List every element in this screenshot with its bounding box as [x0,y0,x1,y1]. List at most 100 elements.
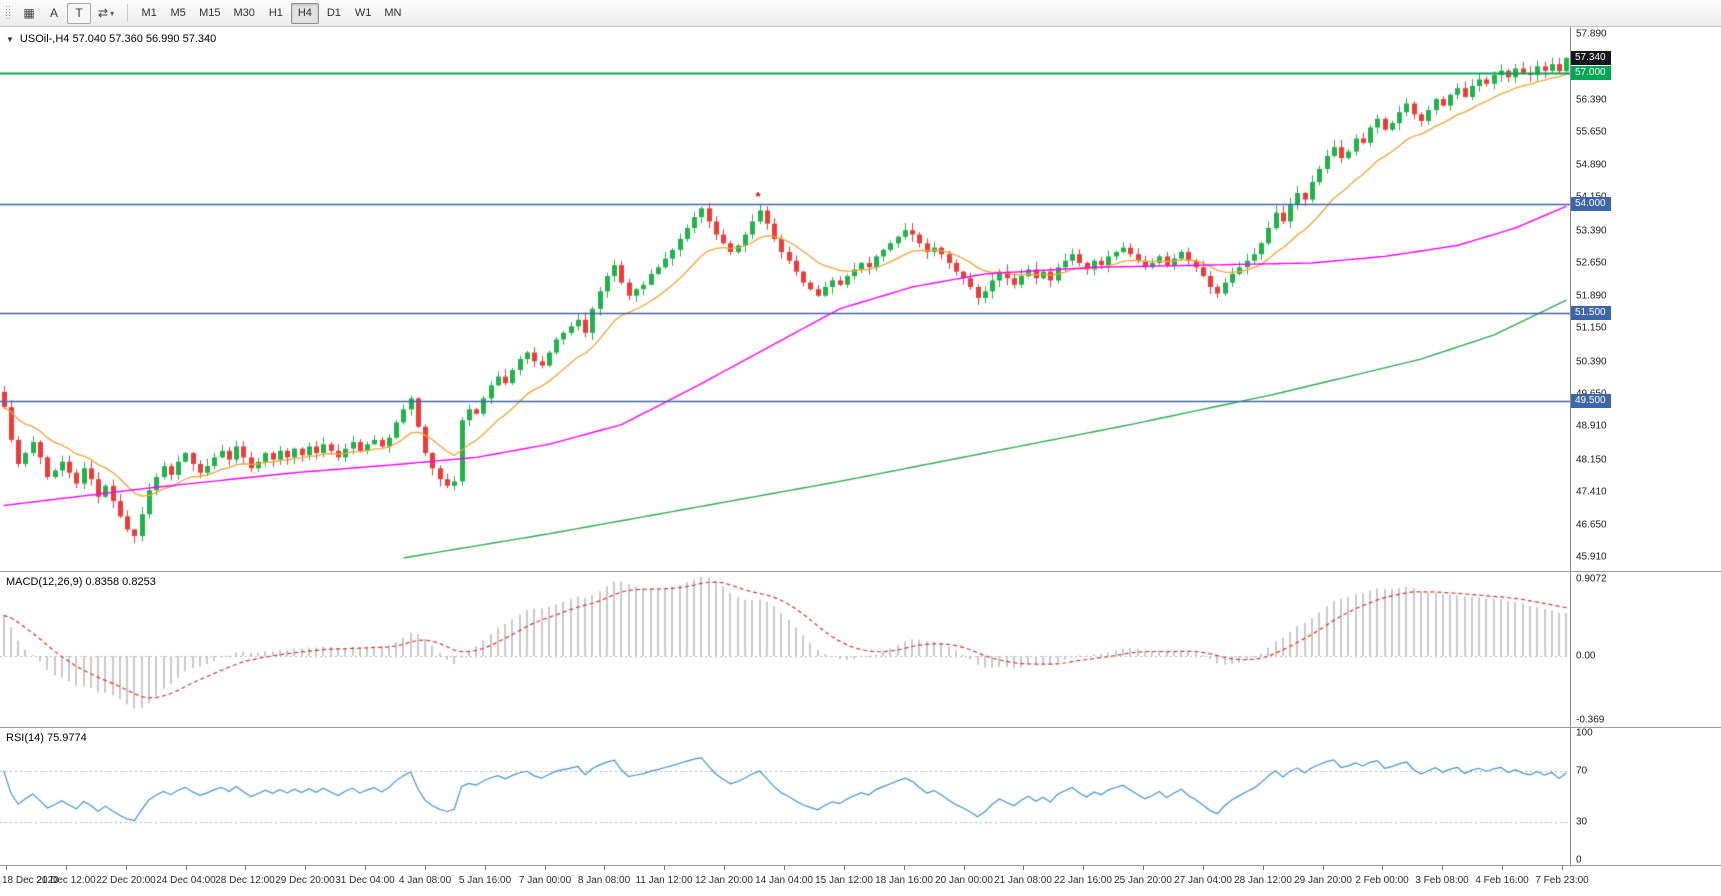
time-axis-tick [245,866,246,870]
time-axis-tick [1382,866,1383,870]
timeframe-button-d1[interactable]: D1 [320,3,348,24]
macd-plot: MACD(12,26,9) 0.8358 0.8253 [0,572,1570,727]
level-price-tag-51500: 51.500 [1571,306,1611,321]
rsi-axis-label: 70 [1576,765,1588,777]
time-axis-tick [1023,866,1024,870]
time-axis-label: 15 Jan 12:00 [815,875,873,886]
timeframe-button-m1[interactable]: M1 [135,3,163,24]
time-axis-label: 25 Jan 20:00 [1114,875,1172,886]
price-axis-label: 51.150 [1576,322,1607,334]
time-axis-tick [1083,866,1084,870]
price-axis-label: 47.410 [1576,486,1607,498]
time-axis-tick [1442,866,1443,870]
time-axis-label: 7 Feb 23:00 [1535,875,1589,886]
rsi-axis-label: 100 [1576,727,1593,739]
chart-toolbar: ▦ A T ⇄ ▾ M1 M5 M15 M30 H1 H4 D1 W1 MN [0,0,1721,27]
macd-canvas[interactable] [0,572,1570,727]
price-axis-label: 45.910 [1576,551,1607,563]
time-axis-tick [784,866,785,870]
time-axis[interactable]: 18 Dec 2020 21 Dec 12:00 22 Dec 20:00 24 De… [0,866,1721,896]
price-axis-label: 50.390 [1576,356,1607,368]
timeframe-button-m15[interactable]: M15 [193,3,226,24]
current-price-tag: 57.340 [1571,51,1611,66]
time-axis-label: 29 Jan 20:00 [1294,875,1352,886]
timeframe-button-group: M1 M5 M15 M30 H1 H4 D1 W1 MN [135,2,407,24]
time-axis-tick [545,866,546,870]
macd-title: MACD(12,26,9) 0.8358 0.8253 [6,576,156,588]
time-axis-label: 11 Jan 12:00 [635,875,693,886]
time-axis-labels: 18 Dec 2020 21 Dec 12:00 22 Dec 20:00 24 De… [0,866,1589,896]
time-axis-tick [724,866,725,870]
rsi-plot: RSI(14) 75.9774 [0,728,1570,865]
price-axis-label: 53.390 [1576,225,1607,237]
macd-axis-label: 0.9072 [1576,573,1607,585]
time-axis-tick [1323,866,1324,870]
timeframe-button-m5[interactable]: M5 [164,3,192,24]
price-axis-label: 55.650 [1576,126,1607,138]
rsi-axis[interactable]: 100 70 30 0 [1570,727,1721,866]
time-axis-tick [1203,866,1204,870]
macd-axis-label: -0.369 [1576,714,1605,726]
time-axis-label: 4 Feb 16:00 [1475,875,1529,886]
text-tool-button[interactable]: T [67,2,91,24]
chart-shift-button-icon: ⇄ [98,6,109,20]
time-axis-tick [1502,866,1503,870]
time-axis-label: 31 Dec 04:00 [335,875,395,886]
timeframe-button-h1[interactable]: H1 [262,3,290,24]
time-axis-tick [1143,866,1144,870]
time-axis-label: 28 Jan 12:00 [1234,875,1292,886]
time-axis-tick [604,866,605,870]
chart-title: ▼ USOil-,H4 57.040 57.360 56.990 57.340 [6,33,216,45]
timeframe-button-mn[interactable]: MN [378,3,407,24]
time-axis-label: 28 Dec 12:00 [215,875,275,886]
rsi-axis-label: 30 [1576,816,1588,828]
time-axis-label: 18 Jan 16:00 [875,875,933,886]
toolbar-drag-handle[interactable] [5,5,11,21]
cursor-a-button[interactable]: A [42,3,66,24]
time-axis-tick [485,866,486,870]
level-price-tag-54000: 54.000 [1571,196,1611,211]
rsi-title: RSI(14) 75.9774 [6,732,87,744]
rsi-canvas[interactable] [0,728,1570,865]
timeframe-button-h4[interactable]: H4 [290,2,319,24]
time-axis-label: 27 Jan 04:00 [1174,875,1232,886]
time-axis-tick [66,866,67,870]
time-axis-tick [425,866,426,870]
time-axis-label: 7 Jan 00:00 [518,875,572,886]
time-axis-tick [365,866,366,870]
chart-window-button[interactable]: ▦ [17,3,41,24]
price-axis[interactable]: 57.89056.39055.65054.89054.15053.39052.6… [1570,27,1721,571]
price-axis-label: 52.650 [1576,257,1607,269]
macd-axis-label: 0.00 [1576,650,1596,662]
symbol-dropdown-icon: ▼ [6,34,14,44]
time-axis-label: 14 Jan 04:00 [755,875,813,886]
price-axis-label: 51.890 [1576,290,1607,302]
price-chart-panel: ▼ USOil-,H4 57.040 57.360 56.990 57.340 … [0,27,1721,572]
rsi-indicator-panel: RSI(14) 75.9774 100 70 30 0 [0,728,1721,866]
price-axis-label: 46.650 [1576,519,1607,531]
price-axis-label: 48.150 [1576,454,1607,466]
rsi-axis-label: 0 [1576,854,1582,866]
level-price-tag-57000: 57.000 [1571,65,1611,80]
time-axis-label: 22 Jan 16:00 [1054,875,1112,886]
timeframe-button-m30[interactable]: M30 [227,3,260,24]
time-axis-label: 29 Dec 20:00 [275,875,335,886]
price-chart-plot: ▼ USOil-,H4 57.040 57.360 56.990 57.340 … [0,27,1570,571]
macd-axis[interactable]: 0.9072 0.00 -0.369 [1570,572,1721,727]
price-chart-canvas[interactable] [0,27,1570,571]
time-axis-tick [964,866,965,870]
time-axis-label: 21 Jan 08:00 [994,875,1052,886]
time-axis-label: 3 Feb 08:00 [1415,875,1469,886]
chart-shift-button[interactable]: ⇄ ▾ [92,3,120,24]
time-axis-tick [844,866,845,870]
macd-indicator-panel: MACD(12,26,9) 0.8358 0.8253 0.9072 0.00 -0… [0,572,1721,728]
time-axis-label: 20 Jan 00:00 [935,875,993,886]
time-axis-tick [126,866,127,870]
time-axis-label: 2 Feb 00:00 [1355,875,1409,886]
time-axis-tick [305,866,306,870]
symbol-ohlc-text: USOil-,H4 57.040 57.360 56.990 57.340 [19,33,217,45]
time-axis-label: 18 Dec 2020 [2,875,59,886]
time-axis-label: 22 Dec 20:00 [96,875,156,886]
timeframe-button-w1[interactable]: W1 [349,3,378,24]
